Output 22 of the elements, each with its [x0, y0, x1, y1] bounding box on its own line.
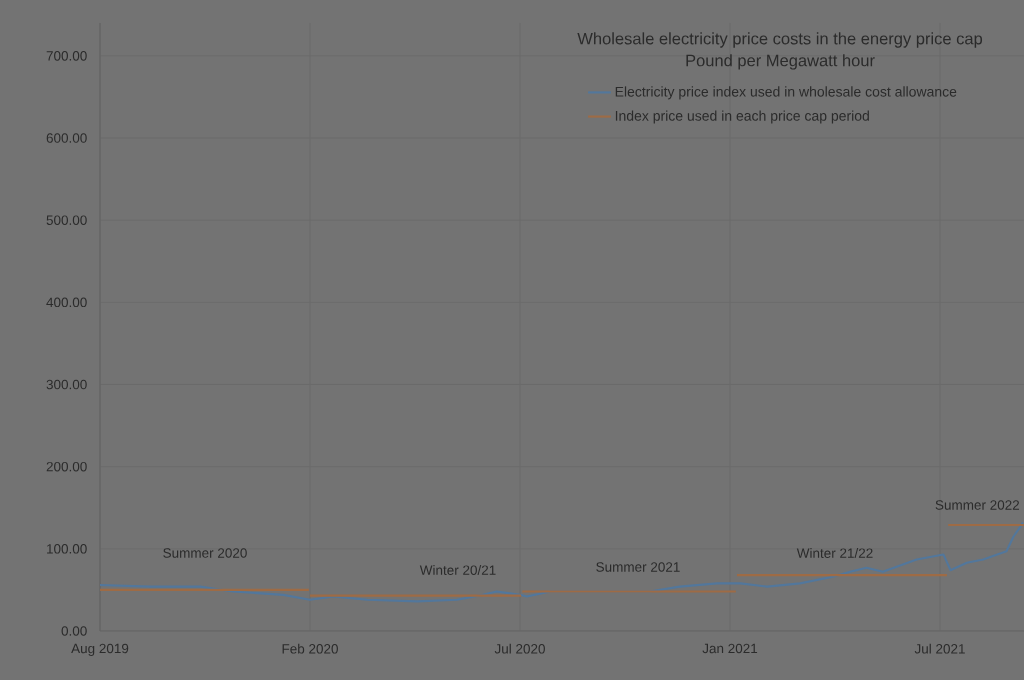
annotation: Winter 21/22: [796, 548, 873, 558]
y-tick-label: 400.00: [46, 297, 87, 308]
annotation: Summer 2020: [163, 548, 247, 558]
y-tick-label: 200.00: [46, 461, 87, 472]
annotation: Winter 20/21: [419, 565, 496, 575]
legend-label: Index price used in each price cap period: [615, 110, 869, 124]
y-tick-label: 600.00: [46, 133, 87, 143]
y-tick-label: 500.00: [46, 215, 87, 225]
y-tick-label: 0.00: [61, 626, 87, 636]
text: Wholesale electricity price costs in the energy price cap: [577, 32, 983, 48]
x-tick-label: Feb 2020: [282, 643, 338, 654]
legend-label: Electricity price index used in wholesale cost allowance: [615, 86, 957, 100]
y-tick-label: 300.00: [46, 379, 87, 390]
annotation: Summer 2022: [935, 500, 1020, 510]
x-tick-label: Jul 2020: [494, 643, 545, 654]
text: Pound per Megawatt hour: [686, 54, 875, 70]
x-tick-label: Jan 2021: [702, 643, 758, 654]
x-tick-label: Aug 2019: [71, 643, 129, 656]
annotation: Summer 2021: [596, 562, 680, 572]
y-tick-label: 100.00: [47, 544, 87, 554]
y-tick-label: 700.00: [46, 51, 87, 61]
x-tick-label: Jul 2021: [914, 643, 965, 654]
